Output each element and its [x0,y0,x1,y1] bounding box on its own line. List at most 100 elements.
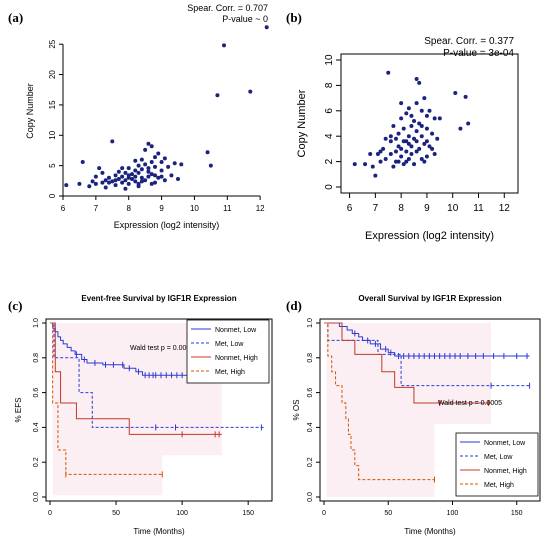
y-tick-label: 0 [324,184,335,190]
data-point [406,141,411,146]
data-point [107,175,111,180]
data-point [176,177,180,181]
data-point [430,146,435,151]
y-axis-label: Copy Number [296,89,308,157]
data-point [123,170,128,175]
x-tick-label: 12 [256,204,265,213]
data-point [143,178,148,183]
data-point [404,111,409,116]
y-tick-label: 0.0 [33,492,40,502]
data-point [422,141,427,146]
data-point [100,180,105,185]
y-tick-label: 8 [324,82,335,88]
y-tick-label: 0.0 [307,492,314,502]
data-point [215,93,220,98]
data-point [383,157,388,162]
data-point [179,162,184,167]
y-tick-label: 0.4 [33,422,40,432]
x-tick-label: 50 [112,510,120,517]
data-point [412,162,417,167]
data-point [412,118,417,123]
data-point [422,159,427,164]
confidence-band [52,323,163,496]
data-point [375,151,380,156]
y-axis-label: % EFS [14,398,23,423]
wald-test-annotation: Wald test p = 0.0005 [438,400,502,407]
data-point [126,173,131,178]
data-point [146,169,151,174]
data-point [64,183,69,188]
data-point [424,113,429,118]
data-point [113,178,118,183]
data-point [87,184,92,189]
survival-curve [324,322,530,357]
data-point [412,136,417,141]
data-point [427,108,432,113]
data-point [153,164,157,169]
x-tick-label: 8 [126,204,131,213]
data-point [401,162,406,167]
wald-test-annotation: Wald test p = 0.0005 [130,345,194,352]
data-point [388,151,393,156]
y-tick-label: 25 [48,39,57,48]
confidence-band [326,323,435,497]
data-point [149,181,154,186]
data-point [149,160,154,164]
data-point [414,129,419,134]
y-tick-label: 10 [48,130,57,139]
y-tick-label: 1.0 [307,318,314,328]
x-tick-label: 11 [473,203,484,214]
legend-entry: Nonmet, High [484,468,527,475]
panel-label-d: (d) [286,298,302,313]
legend-entry: Met, Low [215,341,244,348]
data-point [133,179,138,184]
data-point [458,126,463,131]
y-tick-label: 5 [48,163,57,168]
data-point [399,146,404,151]
data-point [153,173,157,178]
data-point [110,179,115,184]
data-point [110,139,115,144]
data-point [149,144,154,149]
data-point [130,172,134,177]
data-point [419,124,424,129]
panel-c-curves [50,322,265,478]
x-tick-label: 9 [159,204,164,213]
data-point [417,146,422,151]
stat-annotation: P-value ~ 0 [222,14,268,24]
y-tick-label: 6 [324,108,335,114]
data-point [136,170,141,175]
data-point [159,174,164,179]
data-point [133,168,138,173]
data-point [77,181,82,186]
survival-curve [50,322,262,376]
data-point [381,146,386,151]
x-tick-label: 12 [499,203,511,214]
data-point [424,126,429,131]
panel-c-confidence-bands [52,323,222,496]
survival-curve [324,322,492,404]
data-point [123,178,128,183]
data-point [430,131,435,136]
y-tick-label: 20 [48,70,57,79]
x-tick-label: 9 [424,203,430,214]
panel-label-c: (c) [8,298,22,313]
data-point [120,174,125,179]
legend-entry: Nonmet, Low [484,440,526,447]
panel-b-axes: 6 7 8 9 10 11 12 0 2 4 6 8 10 Expression (log2 intens… [296,53,519,242]
data-point [378,149,383,154]
data-point [126,181,131,186]
y-tick-label: 4 [324,133,335,139]
x-tick-label: 6 [347,203,353,214]
y-tick-label: 0.8 [33,353,40,363]
y-tick-label: 0.6 [33,388,40,398]
data-point [149,172,154,177]
data-point [406,157,411,162]
x-tick-label: 100 [447,510,459,517]
y-tick-label: 10 [324,54,335,66]
data-point [146,166,151,171]
data-point [424,154,429,159]
data-point [401,126,406,131]
data-point [388,139,393,144]
survival-curve [50,322,163,475]
